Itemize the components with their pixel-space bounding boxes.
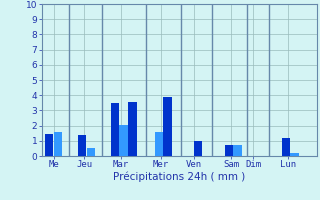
Bar xyxy=(282,138,290,156)
Bar xyxy=(86,148,95,156)
Bar xyxy=(128,102,137,156)
Bar xyxy=(291,153,299,156)
Bar xyxy=(45,134,53,156)
Bar xyxy=(155,132,163,156)
Bar xyxy=(78,135,86,156)
X-axis label: Précipitations 24h ( mm ): Précipitations 24h ( mm ) xyxy=(113,172,245,182)
Bar xyxy=(111,103,119,156)
Bar xyxy=(225,145,233,156)
Bar xyxy=(119,125,128,156)
Bar xyxy=(194,141,202,156)
Bar xyxy=(234,145,242,156)
Bar xyxy=(54,132,62,156)
Bar xyxy=(163,97,172,156)
